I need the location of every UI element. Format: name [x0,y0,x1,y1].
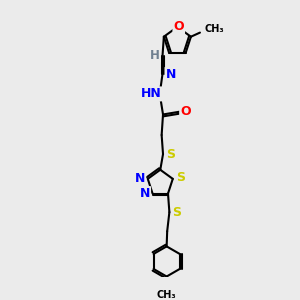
Text: S: S [166,148,175,161]
Text: N: N [166,68,176,81]
Text: S: S [172,206,182,219]
Text: O: O [173,20,184,33]
Text: O: O [180,105,191,118]
Text: S: S [176,171,185,184]
Text: H: H [150,49,160,62]
Text: HN: HN [141,87,161,101]
Text: N: N [135,172,145,185]
Text: CH₃: CH₃ [205,24,224,34]
Text: CH₃: CH₃ [157,290,176,300]
Text: N: N [140,187,150,200]
